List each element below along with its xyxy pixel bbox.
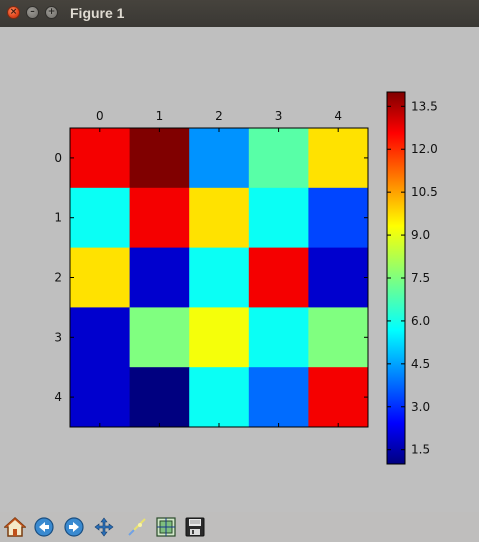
close-icon: ×: [9, 7, 18, 17]
heatmap-cell-1-0: [70, 187, 131, 249]
pan-move-icon: [94, 517, 113, 536]
configure-subplots-button[interactable]: [153, 514, 178, 539]
colorbar: [387, 92, 405, 464]
back-arrow-icon: [33, 516, 54, 537]
heatmap-figure: 0 1 2 3 4 0 1 2 3 4 1.5 3.0 4.5 6.0 7.5 9.0 10.5 12.0 13…: [54, 91, 438, 465]
navigation-toolbar: [0, 512, 479, 542]
colorbar-tick-label-4: 7.5: [411, 271, 430, 285]
heatmap-cell-4-2: [189, 367, 250, 428]
window-title: Figure 1: [70, 5, 125, 21]
heatmap-cells: [70, 128, 369, 428]
pan-button[interactable]: [91, 514, 116, 539]
subplots-icon: [155, 516, 176, 537]
heatmap-cell-0-1: [129, 128, 190, 189]
minimize-icon: –: [30, 7, 35, 17]
x-tick-label-2: 2: [215, 109, 223, 123]
zoom-button[interactable]: [124, 514, 149, 539]
heatmap-cell-2-1: [129, 247, 190, 308]
maximize-icon: +: [47, 7, 56, 17]
heatmap-cell-3-1: [129, 307, 190, 368]
colorbar-tick-label-8: 13.5: [411, 99, 438, 113]
heatmap-cell-3-2: [189, 307, 250, 368]
heatmap-cell-3-3: [248, 307, 309, 368]
y-tick-label-2: 2: [54, 271, 62, 285]
minimize-button[interactable]: –: [26, 6, 39, 19]
heatmap-cell-4-4: [308, 367, 369, 428]
x-tick-label-1: 1: [156, 109, 164, 123]
zoom-rect-icon: [127, 517, 146, 536]
heatmap-cell-1-1: [129, 187, 190, 249]
forward-arrow-icon: [63, 516, 84, 537]
home-icon: [3, 516, 26, 537]
heatmap-cell-3-4: [308, 307, 369, 368]
heatmap-cell-2-4: [308, 247, 369, 308]
heatmap-cell-4-0: [70, 367, 131, 428]
heatmap-cell-0-3: [248, 128, 309, 189]
colorbar-tick-label-7: 12.0: [411, 142, 438, 156]
y-tick-label-1: 1: [54, 211, 62, 225]
heatmap-cell-0-2: [189, 128, 250, 189]
colorbar-tick-label-1: 3.0: [411, 400, 430, 414]
heatmap-cell-4-1: [129, 367, 190, 428]
x-tick-label-4: 4: [334, 109, 342, 123]
y-tick-label-0: 0: [54, 151, 62, 165]
back-button[interactable]: [31, 514, 56, 539]
y-tick-label-3: 3: [54, 330, 62, 344]
heatmap-cell-1-3: [248, 187, 309, 249]
colorbar-tick-label-3: 6.0: [411, 314, 430, 328]
save-disk-icon: [185, 517, 204, 536]
heatmap-cell-2-3: [248, 247, 309, 308]
save-button[interactable]: [182, 514, 207, 539]
x-tick-label-0: 0: [96, 109, 104, 123]
colorbar-tick-label-5: 9.0: [411, 228, 430, 242]
heatmap-cell-0-4: [308, 128, 369, 189]
heatmap-cell-2-0: [70, 247, 131, 308]
window-titlebar: × – + Figure 1: [0, 0, 479, 27]
heatmap-cell-3-0: [70, 307, 131, 368]
colorbar-tick-label-0: 1.5: [411, 443, 430, 457]
home-button[interactable]: [2, 514, 27, 539]
colorbar-tick-label-6: 10.5: [411, 185, 438, 199]
heatmap-cell-1-4: [308, 187, 369, 249]
x-tick-label-3: 3: [275, 109, 283, 123]
maximize-button[interactable]: +: [45, 6, 58, 19]
y-axis-ticks: 0 1 2 3 4: [54, 151, 368, 404]
heatmap-cell-2-2: [189, 247, 250, 308]
heatmap-cell-4-3: [248, 367, 309, 428]
close-button[interactable]: ×: [7, 6, 20, 19]
x-axis-ticks: 0 1 2 3 4: [96, 109, 342, 427]
colorbar-ticks: 1.5 3.0 4.5 6.0 7.5 9.0 10.5 12.0 13.5: [387, 99, 438, 457]
colorbar-tick-label-2: 4.5: [411, 357, 430, 371]
forward-button[interactable]: [61, 514, 86, 539]
heatmap-cell-1-2: [189, 187, 250, 249]
y-tick-label-4: 4: [54, 390, 62, 404]
heatmap-cell-0-0: [70, 128, 131, 189]
